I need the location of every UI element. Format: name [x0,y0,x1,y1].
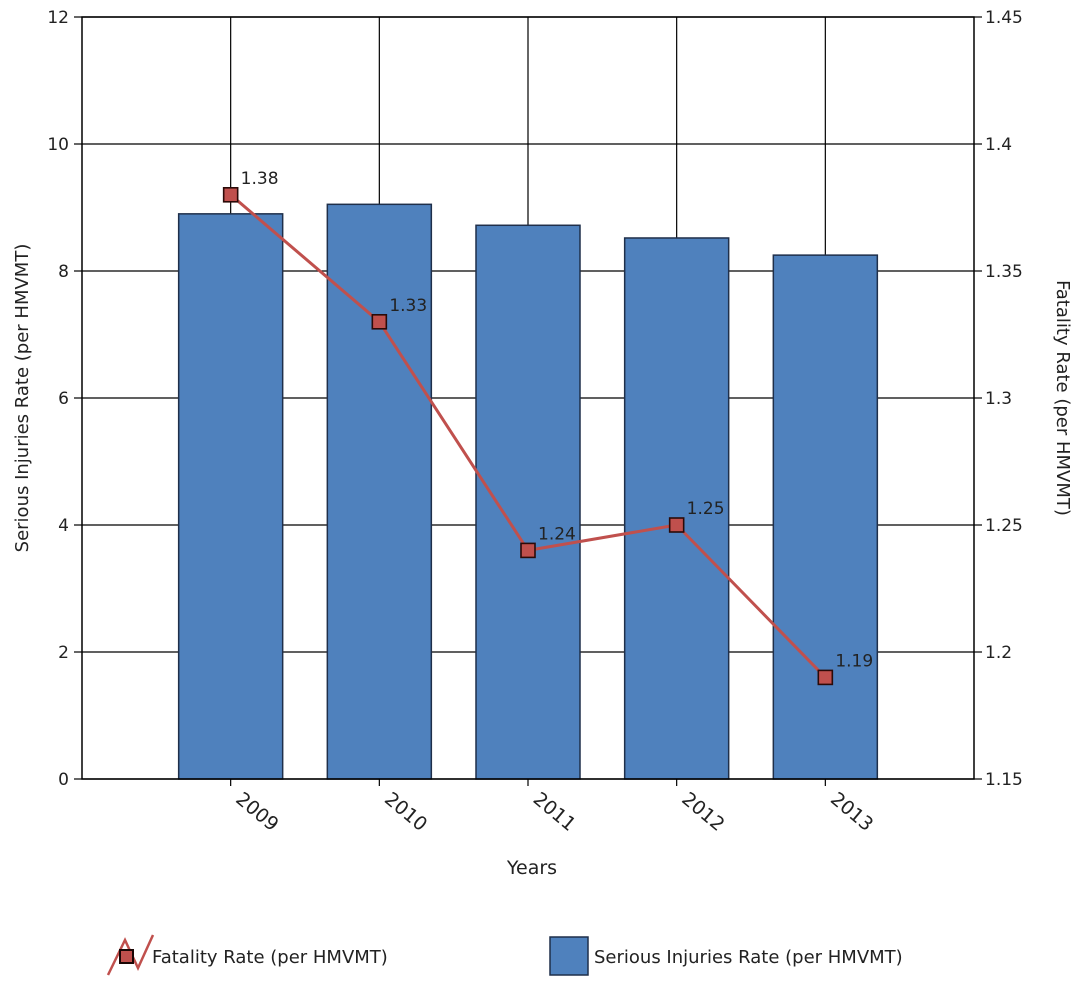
right-tick-label: 1.3 [985,389,1012,409]
bars [177,203,879,780]
legend-label-fatality-rate: Fatality Rate (per HMVMT) [152,947,388,968]
left-tick-label: 4 [58,516,69,536]
data-label-2010: 1.33 [389,296,427,316]
data-label-2011: 1.24 [538,524,576,544]
legend: Fatality Rate (per HMVMT) Serious Injurie… [106,934,903,976]
x-axis-title: Years [506,857,557,879]
x-tick-label-2009: 2009 [231,788,282,836]
left-tick-label: 2 [58,643,69,663]
right-tick-label: 1.4 [985,135,1012,155]
left-tick-label: 8 [58,262,69,282]
data-label-2009: 1.38 [241,169,279,189]
legend-label-serious-injuries: Serious Injuries Rate (per HMVMT) [594,947,903,968]
line-series: 1.38 1.33 1.24 1.25 1.19 [222,169,873,686]
point-marker-2010 [371,313,388,330]
left-tick-label: 12 [47,8,69,28]
x-tick-label-2012: 2012 [677,788,728,836]
right-tick-label: 1.15 [985,770,1023,790]
x-tick-label-2011: 2011 [529,788,580,836]
legend-bar-swatch [549,936,589,976]
point-marker-2013 [817,669,834,686]
data-label-2012: 1.25 [687,499,725,519]
bar-2012 [623,237,730,780]
right-tick-label: 1.45 [985,8,1023,28]
bar-2009 [177,213,284,780]
right-axis-title: Fatality Rate (per HMVMT) [1052,280,1073,516]
point-marker-2011 [520,542,536,559]
left-axis-title: Serious Injuries Rate (per HMVMT) [12,244,33,553]
right-tick-label: 1.35 [985,262,1023,282]
bar-2010 [326,203,433,780]
x-tick-label-2010: 2010 [380,788,431,836]
right-tick-label: 1.25 [985,516,1023,536]
left-tick-label: 10 [47,135,69,155]
right-tick-label: 1.2 [985,643,1012,663]
data-label-2013: 1.19 [835,651,873,671]
x-tick-label-2013: 2013 [826,788,877,836]
bar-2011 [475,224,581,780]
legend-marker-swatch [119,949,134,964]
point-marker-2009 [222,187,239,203]
bar-2013 [772,254,879,780]
left-tick-label: 0 [58,770,69,790]
point-marker-2012 [668,517,685,533]
left-tick-label: 6 [58,389,69,409]
